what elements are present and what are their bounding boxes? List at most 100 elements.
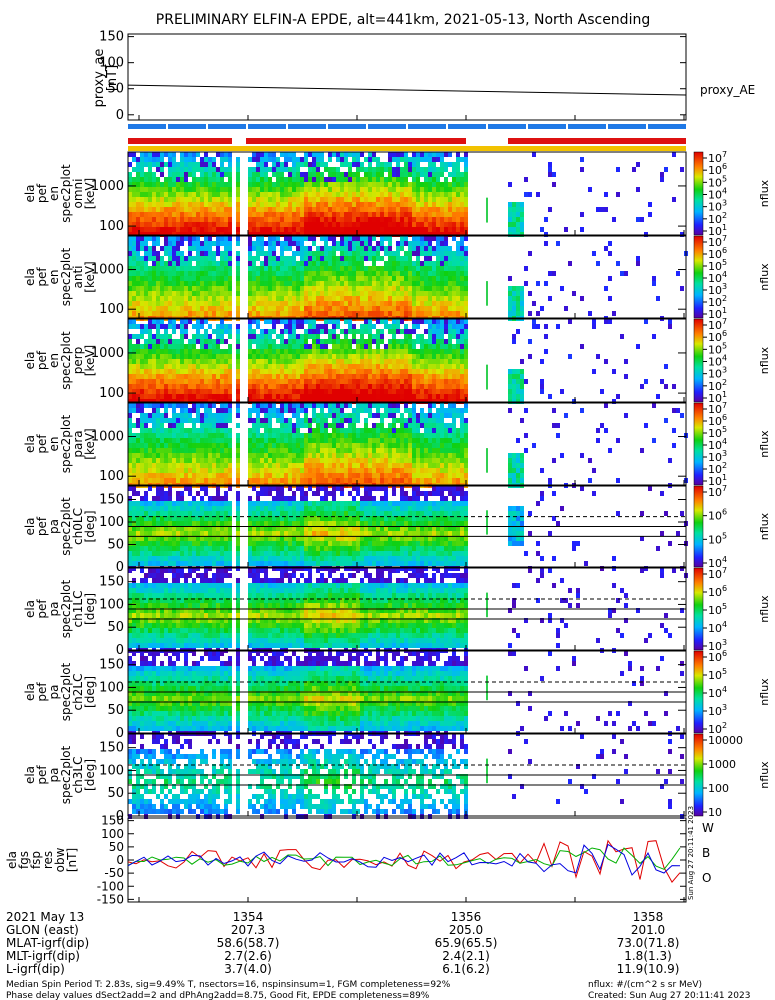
heat-cell [288, 227, 292, 232]
heat-cell [216, 408, 220, 413]
heat-cell [192, 162, 196, 167]
heat-cell [340, 379, 344, 384]
heat-cell [168, 473, 172, 478]
heat-cell [388, 384, 392, 389]
heat-cell [464, 172, 468, 177]
heat-cell [332, 212, 336, 217]
heat-cell [336, 311, 340, 316]
heat-cell [148, 324, 152, 329]
heat-cell [164, 473, 168, 478]
colorbar-tick-label: 103 [708, 199, 727, 214]
heat-cell [140, 334, 144, 339]
heat-cell [312, 324, 316, 329]
heat-cell [184, 291, 188, 296]
heat-cell [140, 182, 144, 187]
heat-cell [172, 453, 176, 458]
heat-cell [456, 227, 460, 232]
heat-cell [312, 187, 316, 192]
y-tick-label: 100 [99, 386, 124, 401]
heat-cell [404, 349, 408, 354]
heat-cell [268, 384, 272, 389]
heat-cell [308, 192, 312, 197]
heat-cell [140, 478, 144, 483]
heat-cell [280, 271, 284, 276]
heat-cell [272, 379, 276, 384]
heat-cell [440, 266, 444, 271]
heat-cell [424, 354, 428, 359]
heat-cell [188, 369, 192, 374]
heat-cell [268, 256, 272, 261]
heat-cell [156, 339, 160, 344]
heat-cell [288, 478, 292, 483]
heat-cell [224, 192, 228, 197]
heat-cell [396, 291, 400, 296]
heat-cell [256, 172, 260, 177]
heat-cell [260, 241, 264, 246]
heat-cell [264, 384, 268, 389]
heat-cell [172, 281, 176, 286]
heat-cell [128, 266, 132, 271]
heat-cell [376, 301, 380, 306]
heat-cell [172, 394, 176, 399]
heat-cell [164, 187, 168, 192]
heat-cell [216, 379, 220, 384]
heat-cell [180, 389, 184, 394]
heat-cell [236, 433, 240, 438]
heat-cell [460, 286, 464, 291]
heat-cell [168, 374, 172, 379]
heat-cell [440, 222, 444, 227]
heat-cell [616, 167, 620, 172]
heat-cell [304, 172, 308, 177]
heat-cell [264, 359, 268, 364]
heat-cell [292, 197, 296, 202]
y-axis-label: [keV] [83, 261, 97, 292]
heat-cell [152, 301, 156, 306]
heat-cell [384, 384, 388, 389]
heat-cell [452, 334, 456, 339]
heat-cell [224, 256, 228, 261]
heat-cell [216, 443, 220, 448]
heat-cell [220, 468, 224, 473]
heat-cell [360, 384, 364, 389]
heat-cell [136, 157, 140, 162]
heat-cell [168, 157, 172, 162]
heat-cell [180, 217, 184, 222]
heat-cell [284, 192, 288, 197]
heat-cell [420, 246, 424, 251]
heat-cell [432, 394, 436, 399]
y-axis-label: ela [23, 268, 37, 286]
heat-cell [256, 286, 260, 291]
heat-cell [272, 438, 276, 443]
heat-cell [396, 182, 400, 187]
heat-cell [296, 192, 300, 197]
heat-cell [148, 152, 152, 157]
heat-cell [260, 344, 264, 349]
heat-cell [356, 246, 360, 251]
heat-cell [444, 329, 448, 334]
heat-cell [516, 311, 520, 316]
heat-cell [264, 478, 268, 483]
heat-cell [152, 448, 156, 453]
heat-cell [128, 281, 132, 286]
heat-cell [160, 266, 164, 271]
heat-cell [428, 167, 432, 172]
heat-cell [604, 207, 608, 212]
heat-cell [348, 281, 352, 286]
heat-cell [424, 261, 428, 266]
heat-cell [308, 286, 312, 291]
heat-cell [340, 349, 344, 354]
heat-cell [220, 408, 224, 413]
heat-cell [292, 428, 296, 433]
heat-cell [184, 453, 188, 458]
heat-cell [304, 222, 308, 227]
heat-cell [344, 236, 348, 241]
heat-cell [280, 301, 284, 306]
heat-cell [344, 286, 348, 291]
heat-cell [144, 423, 148, 428]
heat-cell [204, 291, 208, 296]
heat-cell [384, 354, 388, 359]
heat-cell [128, 463, 132, 468]
heat-cell [212, 296, 216, 301]
heat-cell [372, 266, 376, 271]
heat-cell [352, 286, 356, 291]
